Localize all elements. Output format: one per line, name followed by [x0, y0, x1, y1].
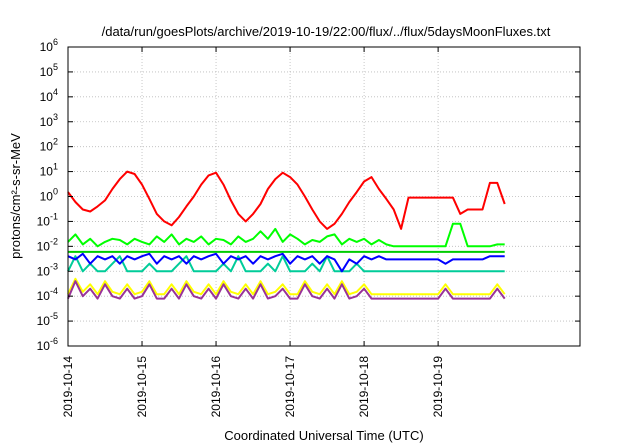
x-tick-label: 2019-10-14	[61, 356, 75, 418]
y-axis-label: protons/cm²-s-sr-MeV	[8, 133, 23, 259]
y-tick-label: 105	[40, 62, 58, 79]
x-axis-ticks: 2019-10-14 2019-10-15 2019-10-16 2019-10-17…	[61, 47, 445, 417]
grid-lines	[68, 47, 580, 346]
y-tick-label-exp: 1	[53, 162, 58, 172]
y-tick-label-base: 10	[40, 165, 54, 179]
y-tick-label-exp: 0	[53, 187, 58, 197]
y-tick-label: 103	[40, 112, 58, 129]
series-line	[67, 170, 506, 230]
y-tick-label-exp: -5	[50, 311, 58, 321]
y-tick-label: 102	[40, 137, 58, 154]
x-axis-label: Coordinated Universal Time (UTC)	[224, 428, 423, 443]
y-tick-label-exp: -6	[50, 336, 58, 346]
y-tick-label-base: 10	[37, 314, 51, 328]
y-tick-label-base: 10	[37, 339, 51, 353]
y-tick-label-exp: 2	[53, 137, 58, 147]
y-tick-label-base: 10	[40, 140, 54, 154]
x-tick-label: 2019-10-19	[431, 356, 445, 418]
y-tick-label-base: 10	[40, 40, 54, 54]
y-tick-label-exp: 4	[53, 87, 58, 97]
series-line	[67, 255, 505, 273]
y-tick-label-base: 10	[40, 65, 54, 79]
y-tick-label-exp: -4	[50, 286, 58, 296]
y-tick-label-exp: -2	[50, 236, 58, 246]
y-tick-label-base: 10	[37, 289, 51, 303]
y-tick-label: 104	[40, 87, 58, 104]
x-tick-label: 2019-10-16	[209, 356, 223, 418]
chart-title: /data/run/goesPlots/archive/2019-10-19/2…	[102, 24, 551, 39]
series-line	[67, 222, 505, 248]
y-tick-label-exp: 6	[53, 37, 58, 47]
y-tick-label-exp: -1	[50, 211, 58, 221]
y-tick-label-exp: -3	[50, 261, 58, 271]
x-tick-label: 2019-10-18	[357, 356, 371, 418]
y-tick-label: 10-4	[37, 286, 58, 303]
y-tick-label: 10-2	[37, 236, 58, 253]
y-tick-label-base: 10	[37, 264, 51, 278]
y-tick-label: 10-1	[37, 211, 58, 228]
y-tick-label-base: 10	[40, 190, 54, 204]
series-line	[67, 280, 506, 300]
y-axis-ticks: 10-610-510-410-310-210-11001011021031041…	[37, 37, 580, 353]
y-tick-label: 101	[40, 162, 58, 179]
y-tick-label: 10-6	[37, 336, 58, 353]
y-tick-label: 10-3	[37, 261, 58, 278]
x-tick-label: 2019-10-17	[283, 356, 297, 418]
y-tick-label-exp: 3	[53, 112, 58, 122]
series-group	[67, 170, 506, 300]
y-tick-label-base: 10	[37, 239, 51, 253]
y-tick-label: 106	[40, 37, 58, 54]
series-line	[67, 277, 506, 296]
y-tick-label-base: 10	[40, 90, 54, 104]
y-tick-label-base: 10	[40, 115, 54, 129]
y-tick-label: 100	[40, 187, 58, 204]
y-tick-label: 10-5	[37, 311, 58, 328]
series-line	[67, 252, 505, 273]
y-tick-label-exp: 5	[53, 62, 58, 72]
x-tick-label: 2019-10-15	[135, 356, 149, 418]
y-tick-label-base: 10	[37, 214, 51, 228]
